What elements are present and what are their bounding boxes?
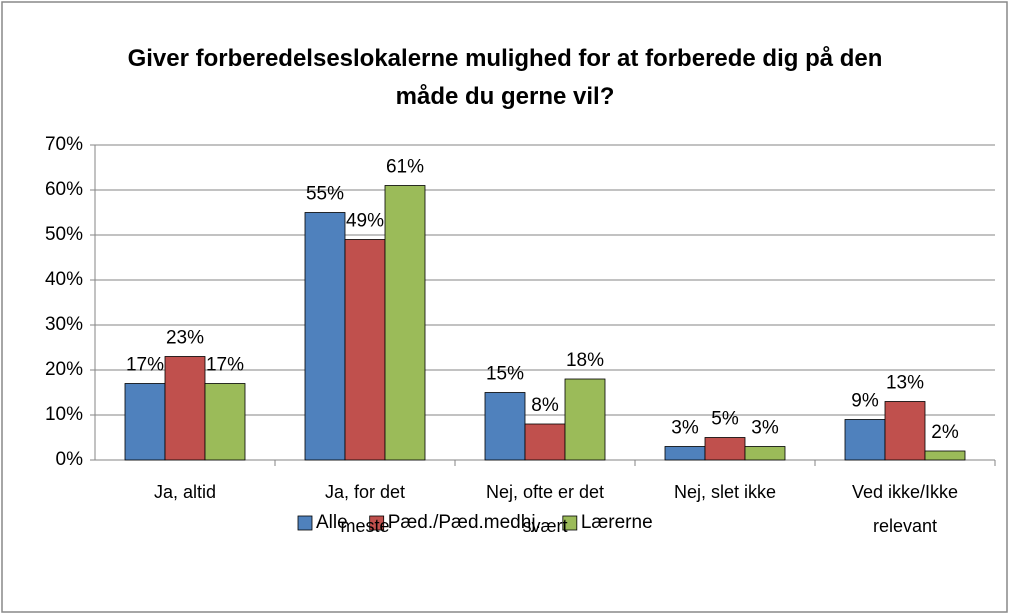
bar: [384, 185, 426, 461]
y-tick-label: 0%: [56, 449, 84, 470]
bar: [524, 423, 566, 461]
data-label: 3%: [751, 418, 779, 439]
y-tick-label: 10%: [45, 404, 83, 425]
bar: [884, 401, 926, 461]
data-label: 23%: [166, 328, 204, 349]
legend-swatch: [297, 515, 313, 531]
data-label: 9%: [851, 391, 879, 412]
y-tick-label: 50%: [45, 224, 83, 245]
bar: [744, 446, 786, 461]
bar: [564, 378, 606, 461]
bar: [484, 392, 526, 461]
y-tick-label: 20%: [45, 359, 83, 380]
x-tick-label: Nej, ofte er det svært: [485, 482, 605, 536]
bar: [664, 446, 706, 461]
bar: [304, 212, 346, 461]
y-tick-label: 30%: [45, 314, 83, 335]
bar: [704, 437, 746, 461]
y-tick-label: 60%: [45, 179, 83, 200]
data-label: 49%: [346, 211, 384, 232]
bar: [164, 356, 206, 461]
chart-title: Giver forberedelseslokalerne mulighed fo…: [127, 45, 883, 110]
bar: [924, 450, 966, 461]
bar: [204, 383, 246, 461]
data-label: 17%: [206, 355, 244, 376]
x-tick-label: Nej, slet ikke: [673, 482, 777, 502]
data-label: 5%: [711, 409, 739, 430]
legend-label: Lærerne: [581, 512, 653, 533]
bar: [124, 383, 166, 461]
x-tick-label: Ved ikke/Ikke relevant: [851, 482, 959, 536]
legend-label: Pæd./Pæd.medhj.: [388, 512, 541, 533]
data-label: 55%: [306, 184, 344, 205]
y-tick-label: 40%: [45, 269, 83, 290]
data-label: 3%: [671, 418, 699, 439]
legend-swatch: [562, 515, 578, 531]
data-label: 15%: [486, 364, 524, 385]
data-label: 17%: [126, 355, 164, 376]
data-label: 13%: [886, 373, 924, 394]
legend-swatch: [369, 515, 385, 531]
legend-label: Alle: [316, 512, 348, 533]
data-label: 61%: [386, 157, 424, 178]
data-label: 8%: [531, 395, 559, 416]
bar: [344, 239, 386, 461]
y-tick-label: 70%: [45, 134, 83, 155]
x-tick-label: Ja, altid: [153, 482, 217, 502]
bar: [844, 419, 886, 461]
data-label: 18%: [566, 350, 604, 371]
x-tick-label: Ja, for det meste: [324, 482, 406, 536]
data-label: 2%: [931, 422, 959, 443]
